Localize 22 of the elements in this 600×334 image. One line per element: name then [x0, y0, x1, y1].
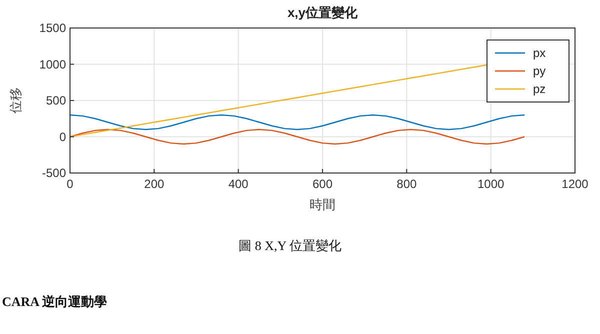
- legend-label: pz: [533, 82, 546, 96]
- y-tick-label: -500: [42, 166, 66, 180]
- x-tick-label: 200: [144, 177, 164, 191]
- x-tick-label: 400: [228, 177, 249, 191]
- text: CARA 逆向運動學: [2, 294, 108, 309]
- y-axis-title: 位移: [8, 88, 23, 114]
- x-tick-label: 1000: [477, 177, 505, 191]
- y-tick-label: 1500: [39, 21, 66, 35]
- chart-title: x,y位置變化: [287, 5, 359, 20]
- caption: 圖 8 X,Y 位置變化: [238, 238, 342, 253]
- y-tick-label: 0: [59, 130, 66, 144]
- x-axis-title: 時間: [310, 197, 336, 212]
- line-series: [69, 114, 526, 130]
- line-series: [69, 64, 488, 138]
- x-tick-label: 1200: [562, 177, 589, 191]
- x-tick-label: 600: [312, 177, 333, 191]
- y-tick-label: 1000: [39, 57, 66, 72]
- legend-label: px: [533, 46, 546, 60]
- legend-label: py: [533, 64, 546, 78]
- x-tick-label: 800: [396, 177, 417, 191]
- y-tick-label: 500: [46, 94, 66, 108]
- line-series: [69, 128, 526, 145]
